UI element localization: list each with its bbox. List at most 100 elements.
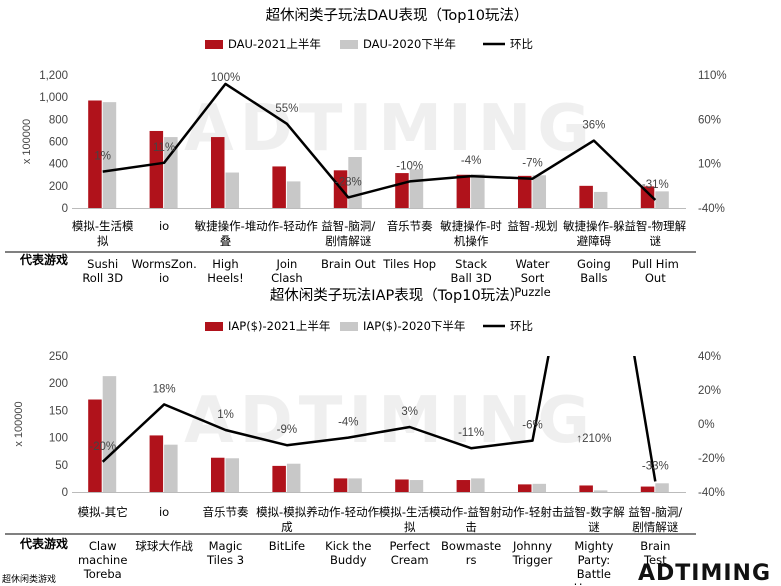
category-label: 益智-脑洞/ [628, 505, 682, 519]
category-label: 避障碍 [577, 234, 612, 248]
game-name: Trigger [512, 553, 553, 567]
game-name: Mighty [574, 539, 613, 553]
category-label: 叠 [220, 234, 232, 248]
category-label: 拟 [404, 520, 416, 534]
category-label: 益智-数字解 [563, 505, 625, 519]
bar-dau-2020h2 [655, 191, 669, 208]
bar-iap-2020h2 [593, 490, 608, 492]
bar-iap-2020h2 [471, 478, 485, 492]
game-name: Heroes [574, 581, 614, 585]
bar-iap-2021h1 [333, 478, 348, 492]
line-data-label: -11% [458, 427, 484, 439]
y-tick-label: 100 [49, 433, 68, 445]
legend-label-previous: DAU-2020下半年 [363, 37, 456, 51]
category-label: 益智-规划 [507, 219, 557, 233]
y-tick-label: 400 [49, 159, 68, 171]
game-name: Brain Out [321, 257, 376, 271]
legend-label-line: 环比 [510, 319, 533, 333]
category-label: 剧情解谜 [325, 234, 371, 248]
game-name: Brain [640, 539, 670, 553]
game-name: Going [577, 257, 611, 271]
y-axis-label: x 100000 [13, 401, 25, 446]
y-tick-label: 0 [62, 203, 68, 215]
bar-dau-2021h1 [210, 137, 225, 208]
bar-dau-2020h2 [286, 181, 301, 208]
category-label: 动作-轻动作 [256, 219, 318, 233]
game-name: Cream [391, 553, 429, 567]
category-label: 动作-轻动作 [317, 505, 379, 519]
game-name: Clash [271, 271, 303, 285]
bar-iap-2021h1 [149, 435, 164, 492]
category-label: 谜 [650, 234, 662, 248]
logo: ADTIMING [638, 561, 771, 586]
game-name: Sushi [87, 257, 118, 271]
line-data-label: -7% [522, 158, 542, 170]
y-tick-label: 1,200 [39, 70, 68, 82]
bar-iap-2020h2 [225, 458, 240, 492]
game-name: Roll 3D [82, 271, 123, 285]
y-tick-label: 200 [49, 378, 68, 390]
bar-dau-2021h1 [579, 185, 593, 208]
game-name: Bowmaste [441, 539, 501, 553]
y2-tick-label: 110% [698, 70, 727, 82]
category-label: 益智-脑洞/ [321, 219, 375, 233]
y-tick-label: 0 [62, 487, 68, 499]
game-name: BitLife [269, 539, 305, 553]
bar-dau-2021h1 [272, 166, 286, 208]
y2-tick-label: 10% [698, 159, 721, 171]
game-name: Claw [89, 539, 117, 553]
y-tick-label: 200 [49, 181, 68, 193]
games-header: 代表游戏 [19, 536, 68, 551]
category-label: 模拟-生活模 [379, 505, 441, 519]
bar-iap-2021h1 [88, 399, 102, 492]
legend-swatch-current [205, 40, 223, 49]
game-name: Water [516, 257, 550, 271]
line-data-label: ↑210% [576, 433, 611, 445]
category-label: 动作-轻射击 [502, 505, 564, 519]
legend-label-previous: IAP($)-2020下半年 [363, 319, 465, 333]
game-name: Stack [455, 257, 487, 271]
footer-label: 超休闲类游戏 [2, 575, 57, 585]
category-label: 击 [465, 520, 477, 534]
category-label: 模拟-其它 [78, 505, 128, 519]
game-name: io [159, 271, 169, 285]
category-label: 音乐节奏 [387, 219, 433, 233]
game-name: High [212, 257, 238, 271]
bar-dau-2020h2 [593, 191, 608, 208]
game-name: Join [275, 257, 297, 271]
change-line [102, 82, 657, 201]
y2-tick-label: 60% [698, 114, 721, 126]
line-data-label: 3% [401, 406, 418, 418]
y-tick-label: 600 [49, 137, 68, 149]
line-data-label: 36% [582, 120, 605, 132]
line-data-label: 100% [211, 72, 240, 84]
game-name: machine [78, 553, 127, 567]
bar-iap-2020h2 [286, 463, 301, 492]
line-data-label: -9% [277, 424, 297, 436]
game-name: Magic [209, 539, 243, 553]
line-data-label: -4% [461, 155, 481, 167]
bar-iap-2021h1 [456, 480, 471, 492]
bar-iap-2020h2 [409, 480, 424, 492]
chart-title: 超休闲类子玩法IAP表现（Top10玩法） [270, 287, 524, 304]
game-name: Toreba [83, 567, 122, 581]
game-name: Party: [578, 553, 611, 567]
game-name: WormsZon. [131, 257, 196, 271]
line-data-label: -28% [335, 176, 362, 188]
category-label: 动作-益智射 [440, 505, 502, 519]
category-label: io [159, 219, 169, 233]
game-name: Perfect [390, 539, 431, 553]
category-label: 敏捷操作-时 [440, 219, 502, 233]
game-name: Johnny [512, 539, 552, 553]
game-name: Puzzle [514, 285, 550, 299]
game-name: Balls [580, 271, 607, 285]
game-name: 球球大作战 [135, 539, 193, 553]
game-name: rs [466, 553, 477, 567]
game-name: Heels! [207, 271, 244, 285]
bar-iap-2021h1 [640, 486, 655, 492]
game-name: Tiles 3 [206, 553, 244, 567]
line-data-label: -20% [89, 441, 116, 453]
category-label: 益智-物理解 [624, 219, 686, 233]
bar-dau-2021h1 [456, 174, 471, 208]
